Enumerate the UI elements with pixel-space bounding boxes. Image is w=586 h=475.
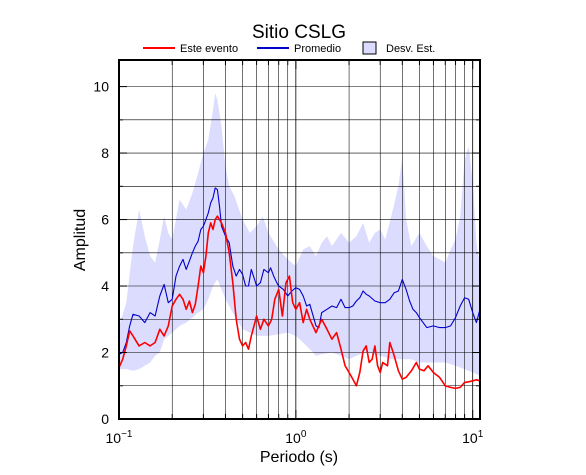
grid-layer	[119, 60, 480, 419]
y-tick-label: 6	[101, 212, 109, 228]
tick-label-layer: 0 2 4 6 8 10 10−1 100 101	[93, 79, 483, 446]
y-tick-label: 8	[101, 145, 109, 161]
x-tick-label: 101	[462, 429, 484, 446]
y-tick-label: 4	[101, 278, 109, 294]
series-line-promedio	[118, 187, 481, 355]
series-line-este-evento	[118, 215, 481, 390]
y-tick-label: 2	[101, 345, 109, 361]
x-tick-label: 100	[285, 429, 307, 446]
plot-frame	[118, 59, 481, 420]
chart-title: Sitio CSLG	[252, 22, 346, 43]
legend: Este evento Promedio Desv. Est.	[143, 41, 435, 55]
legend-symbol-desv-est-	[362, 41, 377, 55]
y-tick-label: 10	[93, 79, 109, 95]
y-tick-label: 0	[101, 411, 109, 427]
std-dev-band	[119, 93, 480, 376]
x-axis-label: Periodo (s)	[260, 449, 338, 466]
x-tick-label: 10−1	[106, 429, 133, 446]
legend-label-este-evento: Este evento	[180, 43, 238, 55]
legend-label-promedio: Promedio	[294, 43, 341, 55]
series-layer	[118, 187, 481, 390]
y-axis-label: Amplitud	[72, 209, 89, 271]
legend-label-desv-est-: Desv. Est.	[386, 43, 435, 55]
band-layer	[119, 93, 480, 376]
tick-layer	[118, 60, 480, 420]
